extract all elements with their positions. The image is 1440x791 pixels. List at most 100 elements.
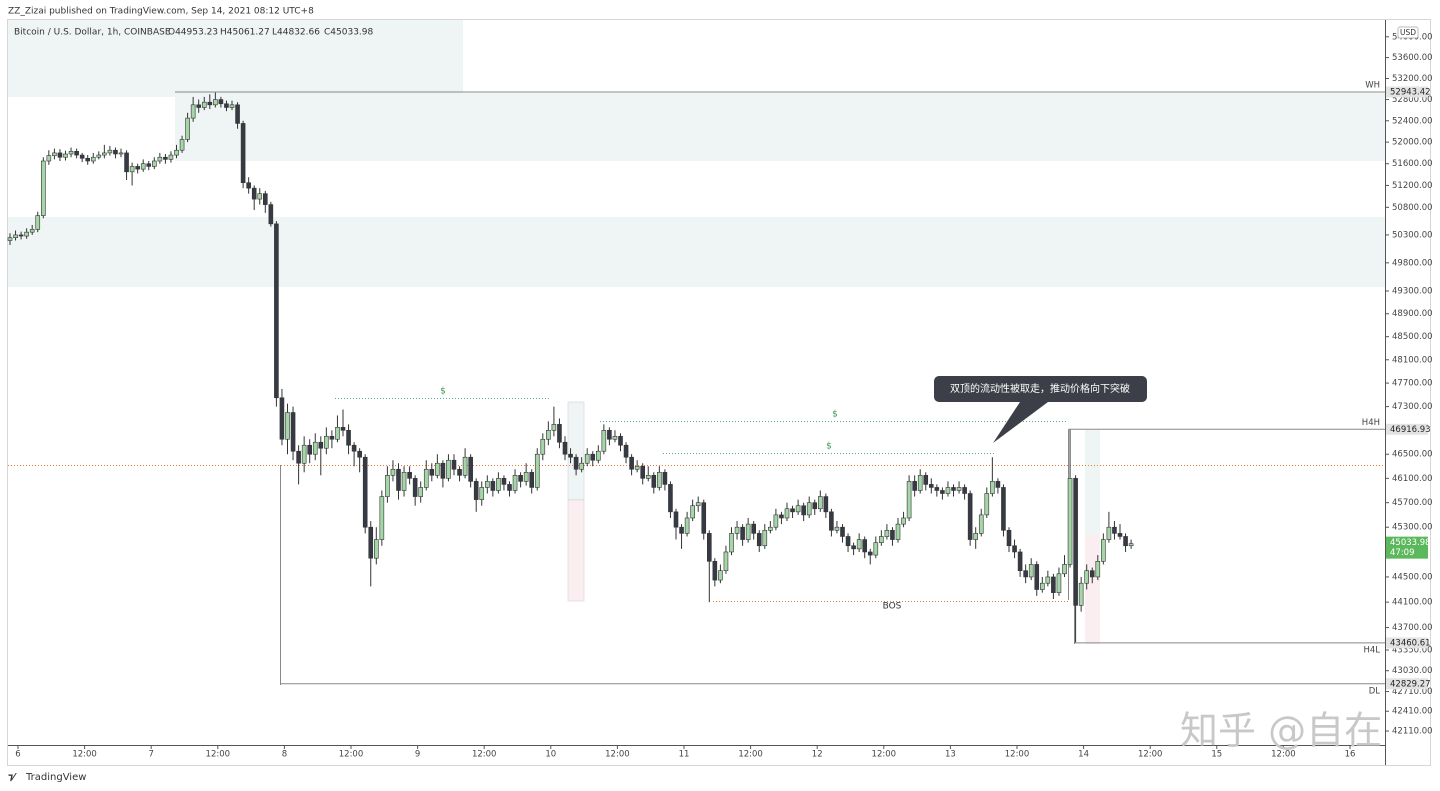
footer: TradingView xyxy=(25,772,86,783)
candle-body xyxy=(795,505,801,513)
candle-body xyxy=(257,193,263,200)
candle-body xyxy=(540,438,546,455)
candle-body xyxy=(484,481,490,488)
candle-body xyxy=(468,456,473,482)
candle-body xyxy=(74,150,79,156)
candle-body xyxy=(529,471,535,488)
candle-body xyxy=(917,475,923,491)
level-price: 43460.61 xyxy=(1390,638,1431,648)
x-tick-label: 10 xyxy=(545,750,556,760)
candle-body xyxy=(1006,529,1012,547)
candle-body xyxy=(496,478,501,491)
time-axis: 6 12:00 7 12:00 8 12:00 9 12:00 10 12:00 11 12:00 12… xyxy=(15,745,1355,760)
ohlc-value: L44832.66 xyxy=(272,28,320,38)
candle-body xyxy=(235,104,240,124)
candle-body xyxy=(906,481,912,519)
bos-label: BOS xyxy=(883,602,902,612)
candle-body xyxy=(967,493,973,540)
liquidity-label: $ xyxy=(826,442,832,452)
candle-body xyxy=(251,187,257,200)
candle-body xyxy=(562,441,568,455)
candle-body xyxy=(379,496,385,540)
level-name: H4H xyxy=(1362,418,1380,428)
zone xyxy=(567,499,585,602)
candle-body xyxy=(534,453,540,488)
candle-body xyxy=(806,502,812,516)
candle-body xyxy=(573,456,579,470)
candle-body xyxy=(157,156,163,162)
candle-body xyxy=(29,229,35,233)
y-tick-label: 53600.00 xyxy=(1392,53,1433,63)
candle-body xyxy=(956,487,962,491)
candle-body xyxy=(990,481,995,494)
candle-body xyxy=(279,397,285,440)
candle-body xyxy=(1123,536,1128,547)
candle-body xyxy=(784,508,790,519)
candle-body xyxy=(679,526,684,534)
candle-body xyxy=(1017,551,1023,571)
candle-body xyxy=(1106,526,1112,540)
candle-body xyxy=(801,505,806,516)
candle-body xyxy=(768,526,773,531)
candle-body xyxy=(79,154,85,159)
candle-body xyxy=(934,487,940,491)
candle-body xyxy=(1001,487,1006,531)
candle-body xyxy=(152,160,157,167)
candle-body xyxy=(762,529,768,547)
candle-body xyxy=(512,475,518,491)
candle-body xyxy=(551,424,557,431)
x-tick-label: 7 xyxy=(148,750,153,760)
candles xyxy=(7,91,1134,643)
candle-body xyxy=(396,468,401,491)
candle-body xyxy=(318,441,324,449)
candle-body xyxy=(651,475,657,488)
candle-body xyxy=(634,465,640,470)
candle-body xyxy=(601,430,607,452)
x-tick-label: 12:00 xyxy=(72,750,97,760)
candle-body xyxy=(901,517,906,525)
candle-body xyxy=(1084,570,1089,584)
y-tick-label: 46500.00 xyxy=(1392,450,1433,460)
candle-body xyxy=(984,493,990,516)
level-badge xyxy=(1386,423,1428,435)
candle-body xyxy=(945,487,951,494)
y-tick-label: 42710.00 xyxy=(1392,687,1433,697)
ohlc-value: H45061.27 xyxy=(220,28,270,38)
candle-body xyxy=(973,533,979,540)
candle-body xyxy=(412,478,418,497)
candle-body xyxy=(612,435,618,440)
candle-body xyxy=(429,468,435,476)
candle-body xyxy=(385,475,390,497)
candle-body xyxy=(418,487,424,497)
candle-body xyxy=(995,481,1001,488)
watermark: 知乎 @自在 xyxy=(1180,709,1382,753)
candle-body xyxy=(285,412,290,440)
candle-body xyxy=(895,523,901,540)
y-tick-label: 43350.00 xyxy=(1392,646,1433,656)
candle-body xyxy=(435,462,440,476)
candle-body xyxy=(851,545,856,550)
candle-body xyxy=(1078,582,1084,606)
candle-body xyxy=(240,123,246,184)
y-tick-label: 44100.00 xyxy=(1392,598,1433,608)
y-tick-label: 52400.00 xyxy=(1392,116,1433,126)
candle-body xyxy=(346,430,351,446)
x-tick-label: 12:00 xyxy=(339,750,364,760)
ohlc-value: C45033.98 xyxy=(324,28,374,38)
y-tick-label: 42110.00 xyxy=(1392,727,1433,737)
candle-body xyxy=(645,475,651,479)
candle-body xyxy=(557,424,562,443)
candle-body xyxy=(196,104,201,108)
candle-body xyxy=(168,154,174,160)
candle-body xyxy=(845,536,851,547)
candle-body xyxy=(629,456,634,470)
candle-body xyxy=(218,99,224,105)
countdown: 47:09 xyxy=(1390,548,1415,558)
candle-body xyxy=(174,149,179,156)
candle-body xyxy=(246,182,251,189)
candle-body xyxy=(751,523,757,534)
candle-body xyxy=(862,539,868,553)
candle-body xyxy=(102,152,107,156)
zone xyxy=(175,93,1385,161)
x-tick-label: 12:00 xyxy=(1138,750,1163,760)
